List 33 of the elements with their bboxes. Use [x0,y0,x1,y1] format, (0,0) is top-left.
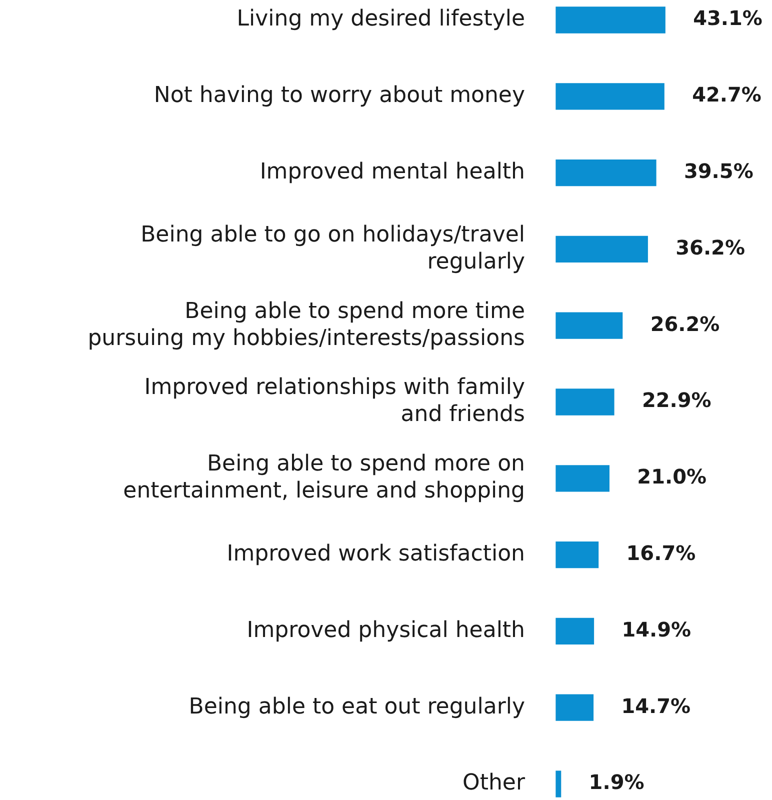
bar [556,694,594,721]
data-label: 16.7% [626,541,696,566]
bar [556,770,562,798]
y-tick-label: Other [462,770,526,796]
bar [556,6,666,34]
y-tick-label: Improved relationships with family and friends [144,375,525,428]
data-label: 14.7% [621,694,691,718]
bar [556,83,664,110]
data-label: 1.9% [588,770,644,794]
data-label: 26.2% [650,312,720,336]
bar [556,236,648,263]
data-label: 14.9% [622,617,692,642]
y-tick-label: Improved work satisfaction [226,542,525,567]
y-tick-label: Being able to go on holidays/travel regularly [140,222,525,274]
data-label: 22.9% [642,388,712,412]
bar [556,159,656,186]
data-label: 39.5% [684,159,754,184]
data-label: 43.1% [693,6,762,30]
data-label: 21.0% [637,464,707,489]
bar [556,618,594,645]
bar [556,312,623,339]
y-tick-label: Being able to spend more time pursuing my hobbies/interests/passions [88,298,525,351]
y-tick-label: Being able to eat out regularly [188,694,525,720]
y-tick-label: Improved physical health [246,618,525,643]
y-tick-label: Improved mental health [260,160,525,185]
data-label: 42.7% [692,82,762,107]
y-tick-label: Being able to spend more on entertainment, leisure and shopping [123,452,525,504]
y-tick-label: Not having to worry about money [154,83,525,108]
y-tick-label: Living my desired lifestyle [236,6,525,32]
bar [556,541,599,568]
bar [556,388,614,416]
data-label: 36.2% [676,235,746,260]
bar [556,465,610,492]
